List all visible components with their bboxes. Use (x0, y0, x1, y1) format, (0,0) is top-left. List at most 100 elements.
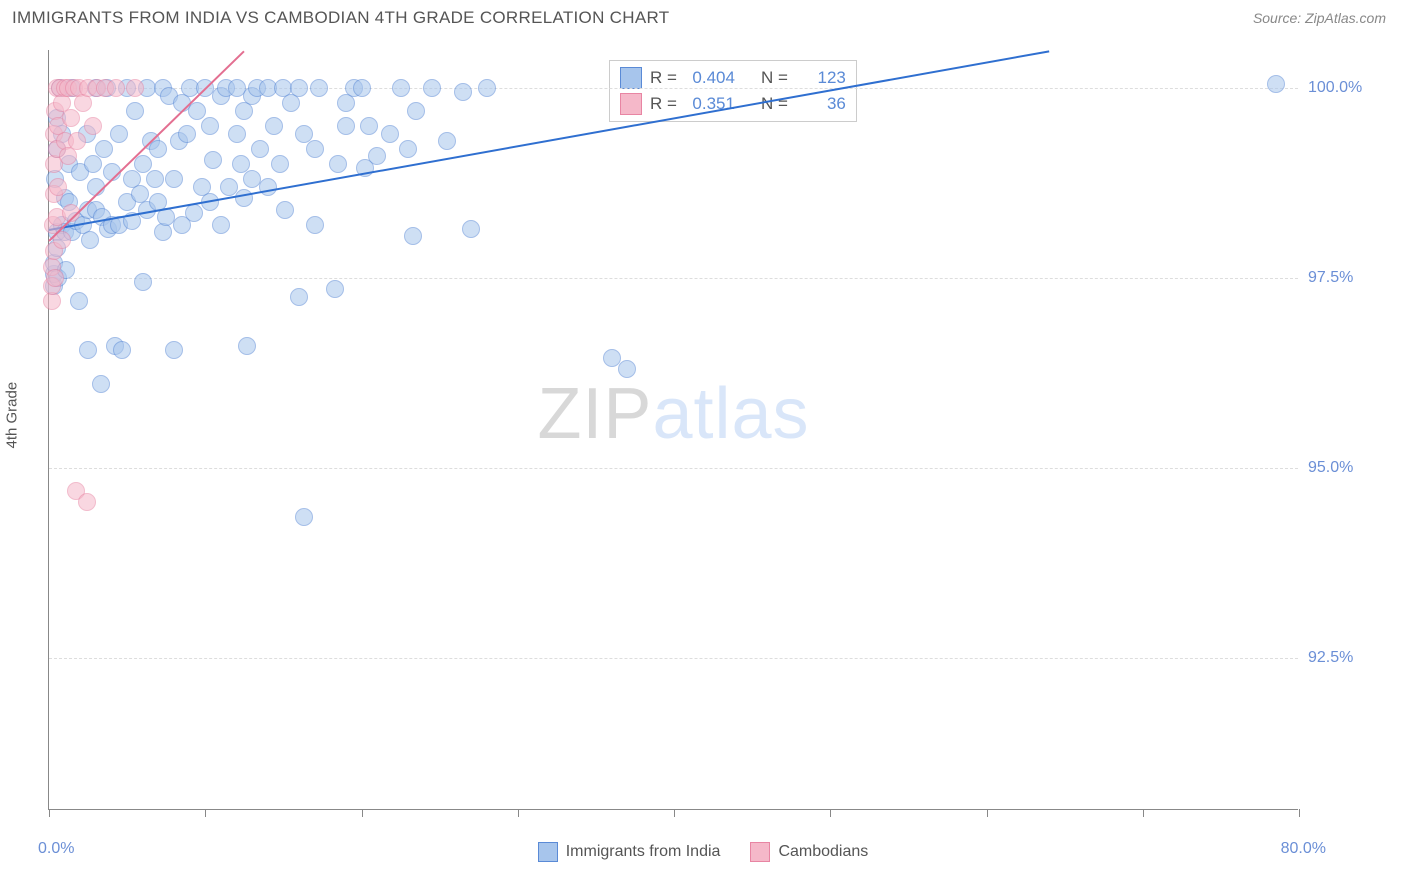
data-point-india (326, 280, 344, 298)
data-point-india (290, 79, 308, 97)
n-value-cambodia: 36 (796, 94, 846, 114)
data-point-india (368, 147, 386, 165)
stats-row-cambodia: R = 0.351 N = 36 (620, 91, 846, 117)
data-point-india (271, 155, 289, 173)
data-point-india (146, 170, 164, 188)
data-point-india (259, 178, 277, 196)
data-point-india (276, 201, 294, 219)
x-tick (987, 809, 988, 817)
legend: Immigrants from India Cambodians (0, 842, 1406, 862)
n-label: N = (761, 68, 788, 88)
data-point-india (407, 102, 425, 120)
r-label-2: R = (650, 94, 677, 114)
data-point-india (454, 83, 472, 101)
y-tick-label: 95.0% (1308, 459, 1388, 477)
data-point-india (360, 117, 378, 135)
data-point-india (337, 117, 355, 135)
data-point-india (126, 102, 144, 120)
data-point-cambodia (59, 147, 77, 165)
data-point-india (134, 273, 152, 291)
watermark-zip: ZIP (537, 374, 652, 454)
data-point-india (165, 170, 183, 188)
x-tick (1143, 809, 1144, 817)
data-point-india (310, 79, 328, 97)
data-point-india (618, 360, 636, 378)
chart-container: 4th Grade ZIPatlas R = 0.404 N = 123 R =… (0, 40, 1406, 880)
data-point-india (392, 79, 410, 97)
data-point-india (134, 155, 152, 173)
data-point-cambodia (126, 79, 144, 97)
data-point-india (265, 117, 283, 135)
data-point-india (188, 102, 206, 120)
grid-line (49, 278, 1298, 279)
data-point-india (95, 140, 113, 158)
data-point-india (79, 341, 97, 359)
legend-swatch-india (538, 842, 558, 862)
watermark: ZIPatlas (537, 373, 809, 455)
x-tick (674, 809, 675, 817)
data-point-cambodia (68, 132, 86, 150)
data-point-cambodia (49, 178, 67, 196)
data-point-india (603, 349, 621, 367)
swatch-cambodia (620, 93, 642, 115)
source-label: Source: ZipAtlas.com (1253, 10, 1386, 26)
data-point-india (154, 223, 172, 241)
legend-label-india: Immigrants from India (566, 843, 721, 861)
data-point-india (423, 79, 441, 97)
data-point-cambodia (84, 117, 102, 135)
y-tick-label: 97.5% (1308, 269, 1388, 287)
n-value-india: 123 (796, 68, 846, 88)
grid-line (49, 468, 1298, 469)
data-point-india (149, 140, 167, 158)
x-tick (518, 809, 519, 817)
data-point-india (306, 140, 324, 158)
data-point-india (92, 375, 110, 393)
data-point-india (185, 204, 203, 222)
r-label: R = (650, 68, 677, 88)
x-tick (362, 809, 363, 817)
data-point-india (178, 125, 196, 143)
x-tick (1299, 809, 1300, 817)
y-tick-label: 100.0% (1308, 79, 1388, 97)
data-point-india (295, 508, 313, 526)
swatch-india (620, 67, 642, 89)
x-tick (205, 809, 206, 817)
data-point-india (238, 337, 256, 355)
legend-item-india: Immigrants from India (538, 842, 721, 862)
data-point-india (306, 216, 324, 234)
data-point-india (228, 125, 246, 143)
y-tick-label: 92.5% (1308, 649, 1388, 667)
legend-label-cambodia: Cambodians (778, 843, 868, 861)
data-point-india (353, 79, 371, 97)
plot-area: ZIPatlas R = 0.404 N = 123 R = 0.351 N =… (48, 50, 1298, 810)
data-point-cambodia (78, 493, 96, 511)
data-point-cambodia (62, 109, 80, 127)
legend-item-cambodia: Cambodians (750, 842, 868, 862)
trend-line-india (49, 50, 1049, 231)
grid-line (49, 658, 1298, 659)
data-point-india (462, 220, 480, 238)
watermark-atlas: atlas (652, 374, 809, 454)
data-point-india (165, 341, 183, 359)
chart-title: IMMIGRANTS FROM INDIA VS CAMBODIAN 4TH G… (12, 8, 669, 28)
data-point-india (113, 341, 131, 359)
data-point-india (220, 178, 238, 196)
data-point-india (81, 231, 99, 249)
y-axis-label: 4th Grade (4, 382, 21, 449)
data-point-india (438, 132, 456, 150)
data-point-india (404, 227, 422, 245)
data-point-india (290, 288, 308, 306)
data-point-india (381, 125, 399, 143)
r-value-india: 0.404 (685, 68, 735, 88)
data-point-india (399, 140, 417, 158)
data-point-india (70, 292, 88, 310)
data-point-india (212, 216, 230, 234)
data-point-cambodia (46, 269, 64, 287)
data-point-india (329, 155, 347, 173)
data-point-india (478, 79, 496, 97)
data-point-india (201, 117, 219, 135)
x-tick (49, 809, 50, 817)
data-point-india (251, 140, 269, 158)
data-point-india (1267, 75, 1285, 93)
data-point-cambodia (107, 79, 125, 97)
